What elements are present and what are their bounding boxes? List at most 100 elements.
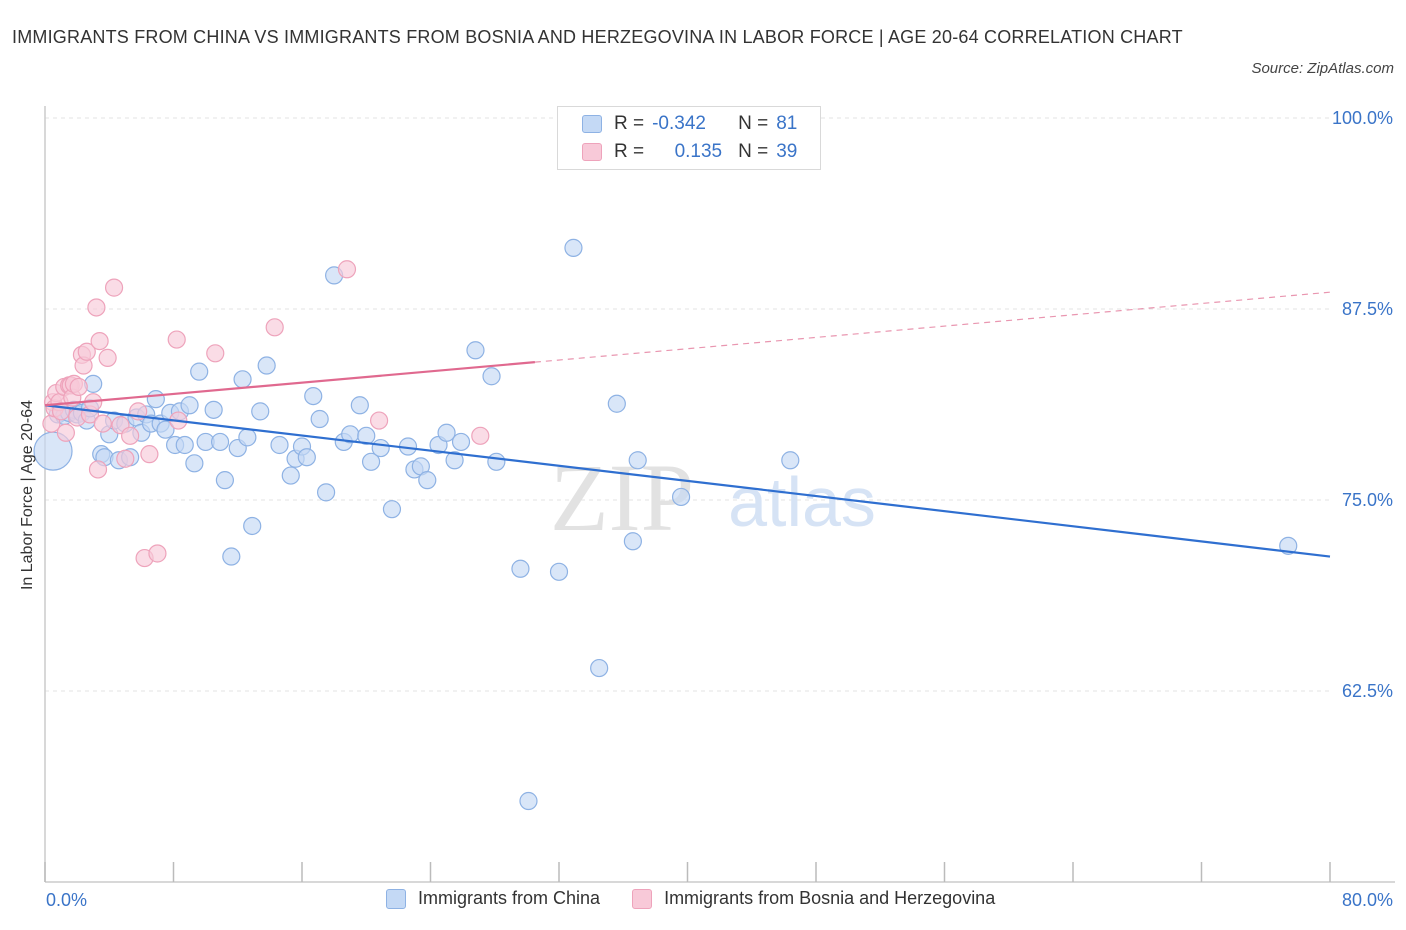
point-china [361, 452, 381, 471]
point-bosnia [370, 411, 389, 430]
point-china [564, 238, 583, 257]
legend-r-value-bosnia: 0.135 [674, 141, 723, 162]
point-china [482, 367, 501, 386]
point-china [215, 471, 234, 490]
legend-n-label: N = [738, 113, 769, 134]
point-bosnia [140, 445, 159, 464]
point-china [487, 452, 506, 471]
point-china [243, 516, 262, 536]
point-bosnia [206, 344, 225, 363]
axes [44, 106, 1395, 883]
source-credit: Source: ZipAtlas.com [1251, 60, 1394, 77]
legend-swatch-bosnia [582, 143, 602, 161]
legend-r-label: R = [614, 141, 645, 162]
point-china [382, 500, 402, 519]
correlation-legend: R = -0.342 N = 81 R = 0.135 N = 39 [557, 106, 821, 170]
x-tick-label-max: 80.0% [1341, 890, 1393, 910]
point-bosnia [98, 348, 117, 367]
y-tick-labels: 62.5% 75.0% 87.5% 100.0% [1332, 108, 1393, 701]
point-bosnia [90, 331, 109, 351]
point-china [257, 356, 276, 375]
legend-row-bosnia: R = 0.135 N = 39 [582, 139, 797, 165]
series-legend-swatch-china [386, 888, 406, 909]
trend-line-bosnia [44, 361, 536, 407]
point-china [451, 432, 471, 452]
zipatlas-watermark: ZIP atlas [550, 444, 876, 551]
point-bosnia [104, 278, 124, 297]
point-bosnia [337, 260, 357, 279]
point-bosnia [56, 423, 75, 442]
legend-r-label: R = [614, 113, 645, 134]
watermark-zip: ZIP [550, 444, 694, 551]
legend-r-value-china: -0.342 [652, 113, 706, 134]
legend-n-value-bosnia: 39 [776, 141, 798, 162]
series-legend-label-china: Immigrants from China [418, 888, 601, 908]
gridlines [45, 117, 1330, 692]
legend-swatch-china [582, 115, 602, 133]
point-china [222, 547, 241, 566]
point-bosnia [121, 426, 140, 445]
point-china [607, 394, 626, 413]
y-tick-label: 87.5% [1342, 299, 1393, 319]
trend-line-extension-bosnia [534, 291, 1331, 363]
y-tick-label: 100.0% [1332, 108, 1393, 128]
point-china [371, 438, 390, 458]
point-bosnia [93, 414, 112, 433]
y-axis-label: In Labor Force | Age 20-64 [19, 399, 36, 591]
point-china [549, 562, 569, 581]
legend-n-label: N = [738, 141, 769, 162]
point-china [190, 362, 209, 381]
point-china [175, 435, 194, 455]
legend-n-value-china: 81 [776, 113, 798, 134]
series-legend-swatch-bosnia [632, 888, 653, 909]
series-legend: Immigrants from China Immigrants from Bo… [386, 888, 995, 909]
point-china [146, 390, 165, 409]
point-china [466, 341, 485, 360]
point-bosnia [265, 318, 284, 337]
x-tick-label-min: 0.0% [46, 890, 88, 910]
point-china [297, 448, 316, 467]
point-china [204, 400, 223, 419]
point-bosnia [148, 544, 167, 563]
point-china [437, 423, 456, 442]
point-china [628, 451, 647, 470]
point-bosnia [116, 449, 135, 468]
point-china [281, 466, 300, 485]
point-china [270, 435, 289, 455]
series-legend-label-bosnia: Immigrants from Bosnia and Herzegovina [664, 888, 996, 908]
chart-title: IMMIGRANTS FROM CHINA VS IMMIGRANTS FROM… [12, 27, 1183, 47]
point-china [233, 370, 252, 389]
point-china [310, 409, 329, 429]
point-china [511, 559, 530, 578]
point-bosnia [471, 426, 490, 445]
point-china [316, 483, 336, 502]
point-bosnia [69, 377, 88, 397]
point-china [156, 420, 175, 439]
point-bosnia [77, 342, 96, 361]
point-china [519, 791, 538, 811]
point-bosnia [88, 460, 108, 479]
trend-lines [44, 291, 1331, 558]
point-bosnia [167, 330, 186, 349]
watermark-atlas: atlas [728, 463, 876, 541]
point-china [350, 396, 369, 415]
point-china [304, 386, 323, 406]
point-china [180, 396, 199, 415]
point-china [445, 451, 464, 470]
point-china [357, 426, 376, 445]
y-tick-label: 62.5% [1342, 681, 1393, 701]
point-china [210, 432, 230, 452]
point-china [781, 451, 800, 470]
legend-row-china: R = -0.342 N = 81 [582, 111, 797, 137]
point-china [623, 532, 642, 551]
y-tick-label: 75.0% [1342, 490, 1393, 510]
point-china [238, 428, 257, 447]
point-china [185, 454, 204, 473]
point-china [590, 658, 609, 678]
trend-line-china [44, 404, 1331, 558]
point-china [251, 402, 270, 421]
point-china [671, 487, 691, 507]
point-bosnia [87, 298, 106, 317]
point-china [418, 471, 437, 490]
